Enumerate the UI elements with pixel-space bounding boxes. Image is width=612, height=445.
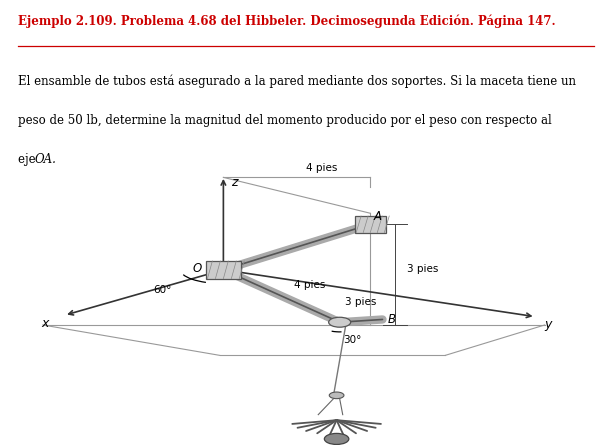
Text: OA.: OA. — [35, 153, 57, 166]
FancyBboxPatch shape — [206, 261, 241, 279]
Circle shape — [329, 392, 344, 399]
Circle shape — [324, 433, 349, 445]
Text: 60°: 60° — [153, 286, 171, 295]
Text: 30°: 30° — [343, 335, 361, 345]
Text: El ensamble de tubos está asegurado a la pared mediante dos soportes. Si la mace: El ensamble de tubos está asegurado a la… — [18, 75, 577, 88]
Text: B: B — [387, 313, 395, 326]
Circle shape — [329, 317, 351, 327]
Text: 4 pies: 4 pies — [294, 280, 325, 290]
Text: O: O — [193, 262, 202, 275]
Text: 3 pies: 3 pies — [407, 264, 438, 274]
Text: A: A — [373, 210, 381, 223]
Text: peso de 50 lb, determine la magnitud del momento producido por el peso con respe: peso de 50 lb, determine la magnitud del… — [18, 114, 552, 127]
Text: Ejemplo 2.109. Problema 4.68 del Hibbeler. Decimosegunda Edición. Página 147.: Ejemplo 2.109. Problema 4.68 del Hibbele… — [18, 14, 556, 28]
Text: z: z — [231, 176, 237, 189]
FancyBboxPatch shape — [355, 216, 386, 233]
Text: 4 pies: 4 pies — [305, 163, 337, 173]
Text: x: x — [42, 317, 49, 330]
Text: y: y — [545, 318, 552, 331]
Text: 3 pies: 3 pies — [345, 297, 377, 307]
Text: eje: eje — [18, 153, 40, 166]
